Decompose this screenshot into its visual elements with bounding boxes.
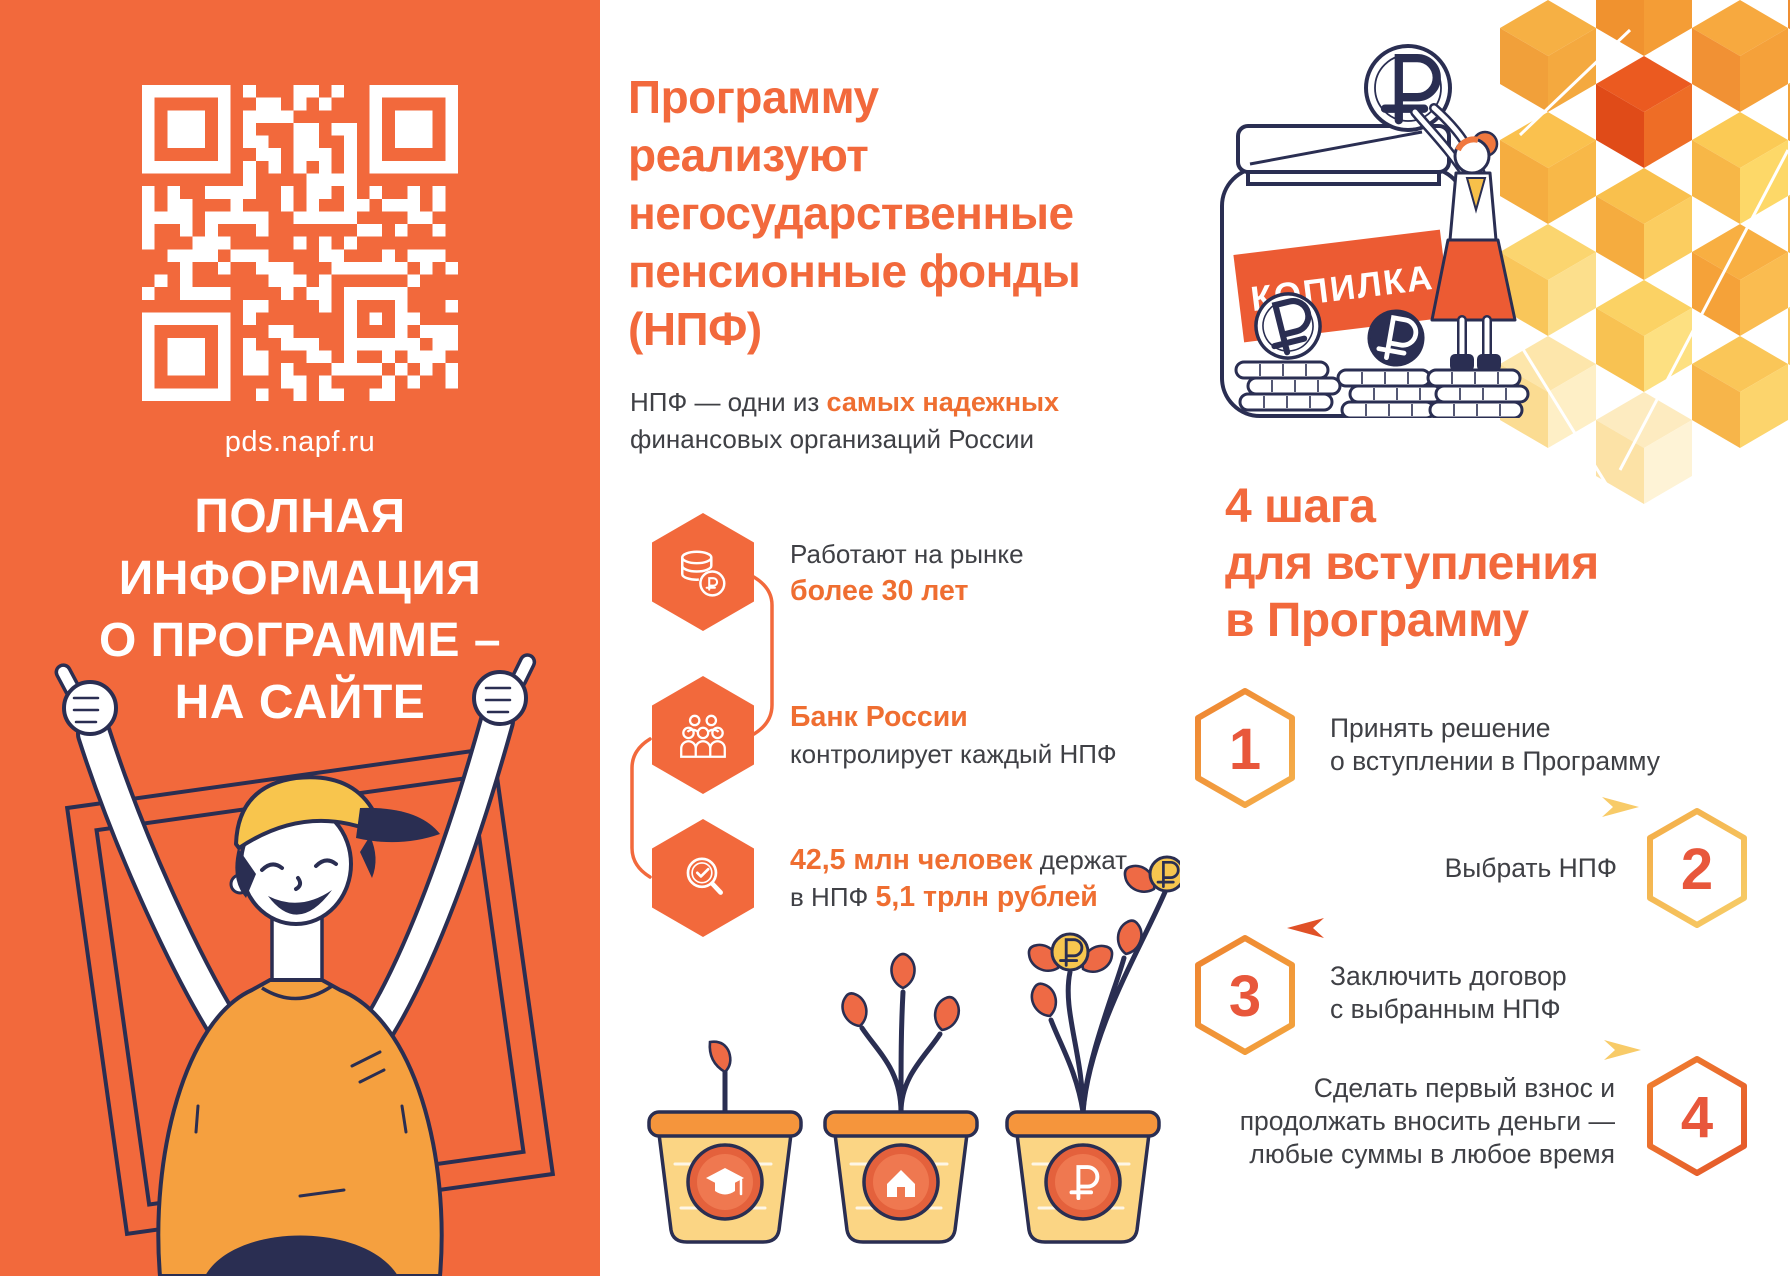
woman-figure xyxy=(1410,103,1530,418)
fact-line: контролирует каждый НПФ xyxy=(790,739,1117,769)
headline-line: ПОЛНАЯ xyxy=(194,490,406,543)
step-number: 3 xyxy=(1229,964,1261,1029)
piggy-bank-illustration: КОПИЛКА xyxy=(1220,44,1530,418)
big-ruble-coin xyxy=(1364,44,1452,132)
step-line: Выбрать НПФ xyxy=(1444,853,1617,883)
step-line: о вступлении в Программу xyxy=(1330,746,1661,776)
step-line: Заключить договор xyxy=(1330,961,1567,991)
heading-line: для вступления xyxy=(1225,537,1599,590)
smile xyxy=(268,890,332,915)
ruble-icon xyxy=(1044,1143,1122,1221)
left-headline: ПОЛНАЯ ИНФОРМАЦИЯ О ПРОГРАММЕ – НА САЙТЕ xyxy=(0,486,600,734)
pot-money xyxy=(1005,855,1180,1244)
heading-line: Программу xyxy=(628,71,879,123)
heading-line: реализуют xyxy=(628,129,869,181)
happy-man-illustration xyxy=(54,653,556,1276)
step-number: 1 xyxy=(1229,717,1261,782)
arrow-left-2 xyxy=(1287,918,1676,938)
intro-plain: финансовых организаций России xyxy=(630,424,1034,454)
raised-arms xyxy=(76,703,515,1062)
fact-segment: в НПФ xyxy=(790,882,876,912)
jar-coins xyxy=(1234,292,1444,418)
headline-line: ИНФОРМАЦИЯ xyxy=(118,552,482,605)
middle-heading: Программу реализуют негосударственные пе… xyxy=(628,68,1108,358)
cap xyxy=(234,775,440,898)
fact-hexagon xyxy=(652,819,754,937)
fact-text: Работают на рынке более 30 лет xyxy=(790,536,1150,610)
fact-line: Работают на рынке xyxy=(790,539,1024,569)
step-text: Принять решение о вступлении в Программу xyxy=(1330,712,1760,778)
fact-line-bold: Банк России xyxy=(790,701,968,733)
pot-house xyxy=(823,952,979,1244)
step-hexagon-3: 3 xyxy=(1195,935,1295,1055)
intro-highlight: самых надежных xyxy=(826,387,1060,417)
heading-line: (НПФ) xyxy=(628,303,762,355)
step-line: продолжать вносить деньги — xyxy=(1239,1106,1615,1136)
heading-line: пенсионные фонды xyxy=(628,245,1081,297)
coin-flower xyxy=(1118,855,1180,900)
fact-hexagon xyxy=(652,676,754,794)
fact-segment-bold: 5,1 трлн рублей xyxy=(875,881,1098,913)
people-icon xyxy=(680,714,726,758)
headline-line: О ПРОГРАММЕ – xyxy=(98,614,502,667)
qr-code xyxy=(142,85,458,401)
step-hexagon-2: 2 xyxy=(1647,808,1747,928)
money-pots-illustration xyxy=(647,855,1180,1244)
step-hexagon-4: 4 xyxy=(1647,1056,1747,1176)
coin-flower xyxy=(1022,932,1119,980)
hexagon-connector-line xyxy=(630,574,774,879)
heading-line: 4 шага xyxy=(1225,480,1376,533)
t-shirt xyxy=(156,978,444,1276)
heading-line: в Программу xyxy=(1225,594,1529,647)
fact-segment: держат xyxy=(1032,845,1128,875)
fact-text: 42,5 млн человек держат в НПФ 5,1 трлн р… xyxy=(790,842,1150,916)
step-number: 4 xyxy=(1681,1085,1713,1150)
fact-hexagon xyxy=(652,513,754,631)
trousers xyxy=(205,1235,398,1276)
step-line: с выбранным НПФ xyxy=(1330,994,1561,1024)
right-heading: 4 шага для вступления в Программу xyxy=(1225,478,1705,649)
arrow-right-1 xyxy=(1250,797,1639,817)
fact-line-bold: более 30 лет xyxy=(790,575,969,607)
step-hexagon-1: 1 xyxy=(1195,688,1295,808)
geometric-mosaic xyxy=(1500,0,1790,556)
intro-paragraph: НПФ — одни из самых надежных финансовых … xyxy=(630,384,1100,458)
qr-caption: pds.napf.ru xyxy=(224,426,376,458)
step-text: Выбрать НПФ xyxy=(1317,852,1617,885)
house-icon xyxy=(862,1143,940,1221)
left-panel: pds.napf.ru ПОЛНАЯ ИНФОРМАЦИЯ О ПРОГРАММ… xyxy=(0,0,600,1276)
pot-education xyxy=(647,1040,803,1244)
step-text: Сделать первый взнос и продолжать вносит… xyxy=(1180,1072,1615,1171)
fact-text: Банк России контролирует каждый НПФ xyxy=(790,699,1150,773)
graduation-cap-icon xyxy=(686,1143,764,1221)
step-number: 2 xyxy=(1681,837,1713,902)
arrow-right-3 xyxy=(1252,1040,1641,1060)
fact-segment-bold: 42,5 млн человек xyxy=(790,844,1033,876)
headline-line: НА САЙТЕ xyxy=(174,676,426,729)
step-line: любые суммы в любое время xyxy=(1249,1139,1615,1169)
heading-line: негосударственные xyxy=(628,187,1074,239)
step-line: Сделать первый взнос и xyxy=(1313,1073,1615,1103)
magnifier-check-icon xyxy=(686,857,723,895)
thumbs-up-hands xyxy=(54,653,537,736)
intro-plain: НПФ — одни из xyxy=(630,387,827,417)
step-line: Принять решение xyxy=(1330,713,1551,743)
step-text: Заключить договор с выбранным НПФ xyxy=(1330,960,1760,1026)
coins-icon xyxy=(681,550,726,597)
